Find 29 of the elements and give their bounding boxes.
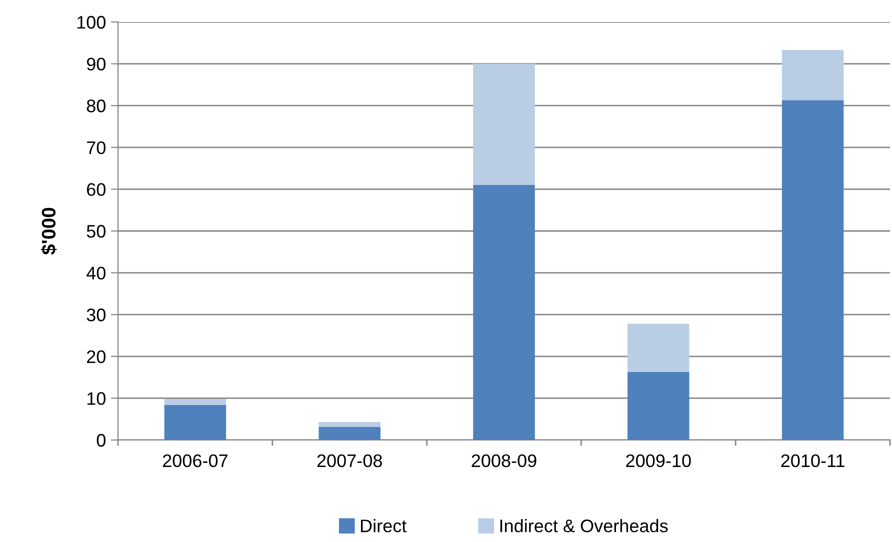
- bar: [164, 399, 226, 405]
- y-axis-title: $'000: [40, 208, 57, 255]
- y-tick-label: 10: [87, 392, 106, 405]
- x-tick-label: 2008-09: [472, 454, 536, 468]
- legend-label: Indirect & Overheads: [500, 519, 668, 532]
- bar: [628, 372, 690, 440]
- bar: [628, 324, 690, 372]
- y-tick-label: 0: [96, 434, 106, 447]
- y-tick-label: 80: [86, 100, 106, 112]
- y-tick-label: 50: [86, 224, 106, 238]
- bar: [318, 422, 380, 428]
- bar: [473, 185, 535, 440]
- y-tick-label: 30: [86, 308, 106, 322]
- legend-label: Direct: [361, 519, 407, 532]
- x-tick-label: 2007-08: [317, 454, 382, 468]
- y-tick-label: 20: [87, 350, 106, 364]
- bar: [782, 100, 844, 440]
- bar: [473, 64, 535, 186]
- x-tick-label: 2006-07: [162, 454, 228, 468]
- y-tick-label: 60: [87, 183, 106, 196]
- bar: [164, 404, 226, 440]
- x-tick-label: 2009-10: [626, 454, 691, 468]
- y-tick-label: 90: [86, 58, 106, 71]
- y-tick-label: 70: [87, 141, 106, 154]
- bar: [318, 427, 380, 440]
- x-tick-label: 2010-11: [781, 454, 844, 468]
- bar: [782, 50, 844, 100]
- y-tick-label: 40: [86, 266, 106, 280]
- y-tick-label: 100: [77, 16, 106, 29]
